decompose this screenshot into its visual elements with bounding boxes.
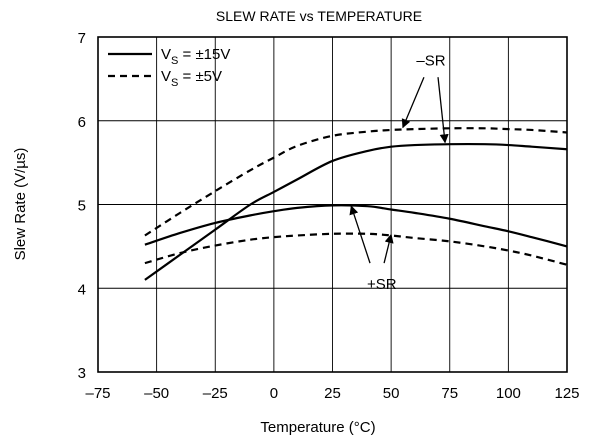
series-line <box>144 204 568 248</box>
plot-frame <box>97 36 568 373</box>
series-layer <box>144 127 568 281</box>
annotations: –SR +SR <box>349 52 449 293</box>
x-tick-label: 100 <box>496 385 521 402</box>
annotation-arrow <box>401 76 425 129</box>
x-tick-label: 0 <box>270 385 278 402</box>
y-tick-label: 5 <box>78 198 86 215</box>
annotation-label: +SR <box>367 276 397 293</box>
y-tick-label: 7 <box>78 30 86 47</box>
x-tick-label: 50 <box>383 385 400 402</box>
y-tick-label: 4 <box>78 281 86 298</box>
legend-label: VS = ±15V <box>161 46 230 67</box>
chart-title: SLEW RATE vs TEMPERATURE <box>216 8 422 24</box>
x-axis-label: Temperature (°C) <box>260 419 375 436</box>
y-axis-label: Slew Rate (V/µs) <box>12 148 29 261</box>
y-tick-label: 6 <box>78 114 86 131</box>
series-line <box>144 142 568 281</box>
x-tick-labels: –75 –50 –25 0 25 50 75 100 125 <box>85 385 579 402</box>
series-line <box>144 232 568 266</box>
x-tick-label: 125 <box>554 385 579 402</box>
y-tick-labels: 3 4 5 6 7 <box>78 30 86 382</box>
annotation-arrow <box>437 77 449 144</box>
x-tick-label: –50 <box>144 385 169 402</box>
x-tick-label: –75 <box>85 385 110 402</box>
y-tick-label: 3 <box>78 365 86 382</box>
x-tick-label: 75 <box>441 385 458 402</box>
annotation-label: –SR <box>416 52 445 69</box>
x-tick-label: 25 <box>324 385 341 402</box>
legend-label: VS = ±5V <box>161 68 222 89</box>
x-tick-label: –25 <box>203 385 228 402</box>
annotation-arrow <box>349 205 371 264</box>
annotation-arrow <box>383 233 394 264</box>
